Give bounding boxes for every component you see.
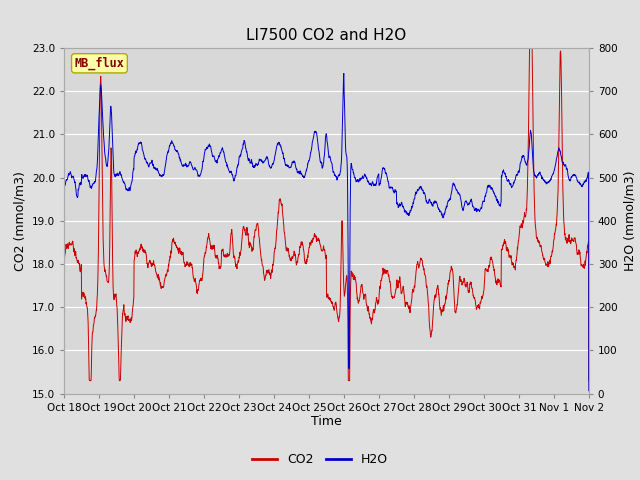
Title: LI7500 CO2 and H2O: LI7500 CO2 and H2O [246, 28, 406, 43]
Legend: CO2, H2O: CO2, H2O [247, 448, 393, 471]
Text: MB_flux: MB_flux [74, 57, 124, 70]
Y-axis label: H2O (mmol/m3): H2O (mmol/m3) [623, 170, 636, 271]
Y-axis label: CO2 (mmol/m3): CO2 (mmol/m3) [13, 171, 26, 271]
X-axis label: Time: Time [311, 415, 342, 429]
